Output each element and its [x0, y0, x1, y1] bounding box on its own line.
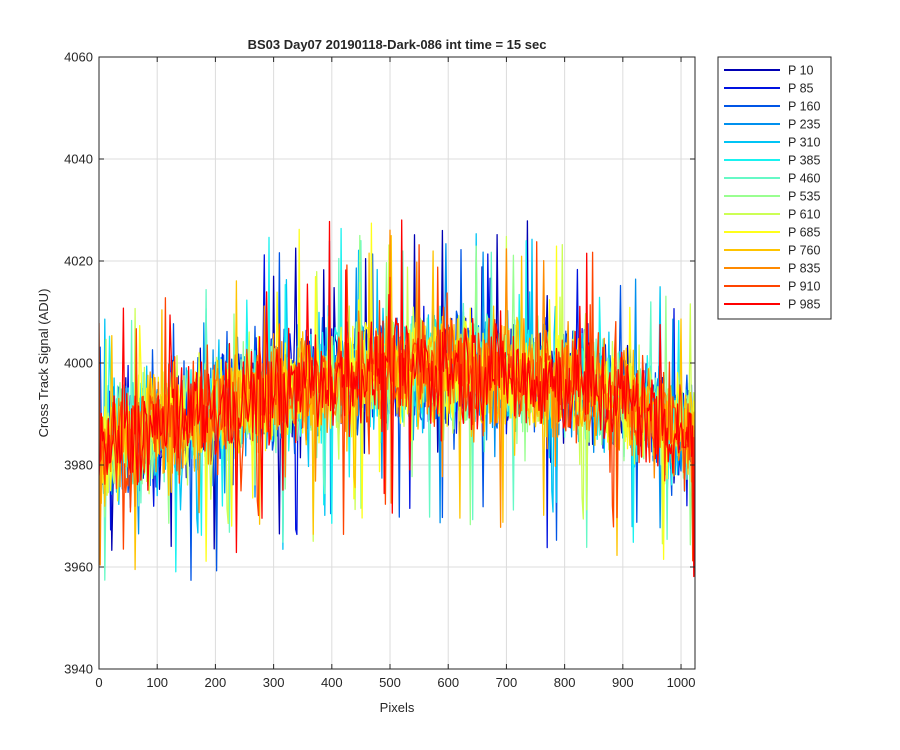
legend-entry: P 385	[788, 154, 820, 168]
legend-entry: P 310	[788, 136, 820, 150]
legend-entry: P 760	[788, 244, 820, 258]
x-tick-label: 100	[146, 675, 168, 690]
series-lines	[99, 219, 695, 581]
y-axis-label: Cross Track Signal (ADU)	[36, 289, 51, 438]
x-tick-label: 1000	[667, 675, 696, 690]
y-tick-label: 4020	[64, 254, 93, 269]
legend-entry: P 85	[788, 82, 814, 96]
legend-entry: P 685	[788, 226, 820, 240]
y-tick-label: 3960	[64, 560, 93, 575]
y-tick-label: 3940	[64, 662, 93, 677]
y-tick-label: 4040	[64, 152, 93, 167]
series-line	[99, 219, 695, 578]
legend-entry: P 910	[788, 280, 820, 294]
x-tick-label: 0	[95, 675, 102, 690]
legend-entry: P 985	[788, 298, 820, 312]
legend-entry: P 610	[788, 208, 820, 222]
x-tick-label: 300	[263, 675, 285, 690]
x-tick-label: 400	[321, 675, 343, 690]
y-tick-label: 4000	[64, 356, 93, 371]
legend: P 10 P 85 P 160 P 235 P 310 P 385 P 460 P 535 P …	[717, 56, 832, 320]
x-tick-label: 700	[496, 675, 518, 690]
legend-entry: P 10	[788, 64, 814, 78]
chart-title: BS03 Day07 20190118-Dark-086 int time = …	[248, 37, 547, 52]
legend-entry: P 235	[788, 118, 820, 132]
axis-ticks: 0 100 200 300 400 500 600 700 800 900 1000 3940 3960…	[64, 50, 695, 691]
legend-box	[717, 56, 832, 320]
legend-entry: P 535	[788, 190, 820, 204]
series-line	[99, 229, 695, 566]
legend-entry: P 835	[788, 262, 820, 276]
y-tick-label: 4060	[64, 50, 93, 65]
legend-entry: P 460	[788, 172, 820, 186]
x-tick-label: 600	[437, 675, 459, 690]
y-tick-label: 3980	[64, 458, 93, 473]
x-axis-label: Pixels	[380, 700, 415, 715]
x-tick-label: 200	[205, 675, 227, 690]
x-tick-label: 900	[612, 675, 634, 690]
x-tick-label: 500	[379, 675, 401, 690]
legend-entry: P 160	[788, 100, 820, 114]
x-tick-label: 800	[554, 675, 576, 690]
